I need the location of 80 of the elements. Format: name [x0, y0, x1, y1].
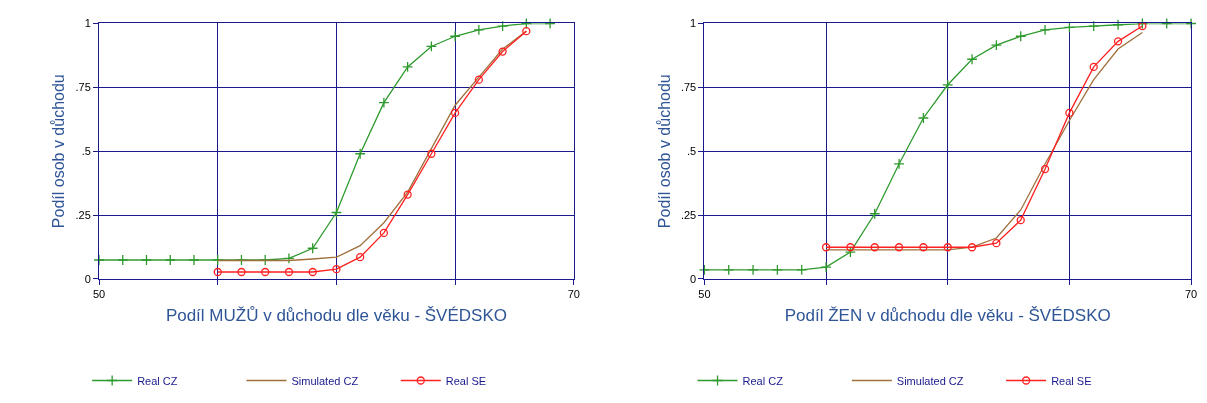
point [1016, 216, 1025, 225]
point [990, 39, 1002, 51]
y-tick-label: .25 [680, 208, 697, 221]
point [992, 238, 1001, 248]
point [1113, 37, 1123, 46]
y-tick-label: .25 [75, 208, 91, 221]
point [919, 243, 928, 252]
point [870, 243, 879, 252]
point [378, 97, 390, 109]
point [966, 53, 978, 65]
point [425, 40, 437, 53]
y-tick-label: .5 [687, 145, 697, 158]
point [869, 208, 881, 220]
point [522, 26, 531, 36]
legend-label: Real SE [445, 374, 487, 387]
point [235, 254, 248, 266]
x-tick-label: 50 [698, 288, 711, 301]
y-axis-title: Podíl osob v důchodu [50, 74, 68, 229]
point [894, 243, 904, 252]
point [164, 254, 176, 266]
point [308, 267, 317, 277]
point [796, 264, 808, 276]
point [188, 254, 200, 266]
legend-label: Real CZ [137, 374, 178, 387]
point [1088, 20, 1100, 32]
point [427, 149, 436, 158]
y-tick-label: 0 [690, 272, 697, 285]
x-tick-label: 50 [92, 288, 106, 301]
y-tick-label: 1 [690, 17, 697, 30]
point [967, 243, 977, 252]
y-tick-label: 1 [84, 17, 91, 30]
legend-label: Real CZ [742, 374, 784, 387]
legend-label: Simulated CZ [896, 374, 964, 387]
point [723, 264, 735, 276]
point [237, 267, 246, 277]
point [402, 61, 414, 73]
legend-label: Simulated CZ [291, 374, 359, 387]
point [332, 265, 341, 274]
x-axis-title: Podíl MUŽŮ v důchodu dle věku - ŠVÉDSKO [165, 306, 507, 326]
point [771, 264, 783, 276]
y-axis-title: Podíl osob v důchodu [655, 74, 673, 229]
point [473, 24, 485, 36]
point [330, 206, 342, 219]
point [213, 267, 222, 277]
point [354, 148, 366, 160]
point [821, 243, 831, 252]
point [846, 243, 855, 252]
x-axis-title: Podíl ŽEN v důchodu dle věku - ŠVÉDSKO [784, 306, 1111, 326]
point [356, 253, 365, 262]
point [1015, 30, 1027, 42]
x-tick-label: 70 [1184, 288, 1198, 301]
point [498, 47, 507, 56]
point [917, 112, 929, 124]
point [403, 190, 412, 199]
point [450, 108, 460, 118]
point [942, 79, 954, 91]
point [212, 254, 224, 266]
point [1040, 164, 1050, 174]
point [474, 75, 484, 84]
legend-label: Real SE [1051, 374, 1092, 387]
y-tick-label: .75 [75, 81, 91, 94]
x-tick-label: 70 [567, 288, 580, 301]
point [449, 30, 461, 42]
point [893, 158, 905, 170]
y-tick-label: 0 [84, 272, 91, 285]
point [140, 254, 153, 266]
y-tick-label: .75 [680, 81, 697, 94]
point [497, 20, 509, 32]
point [1089, 62, 1098, 72]
point [747, 264, 759, 276]
point [284, 267, 294, 277]
point [379, 228, 389, 238]
point [117, 254, 129, 266]
point [943, 243, 952, 252]
point [261, 267, 270, 277]
point [1039, 24, 1051, 36]
y-tick-label: .5 [81, 145, 91, 158]
point [820, 261, 832, 273]
point [307, 242, 319, 254]
point [1065, 108, 1074, 118]
